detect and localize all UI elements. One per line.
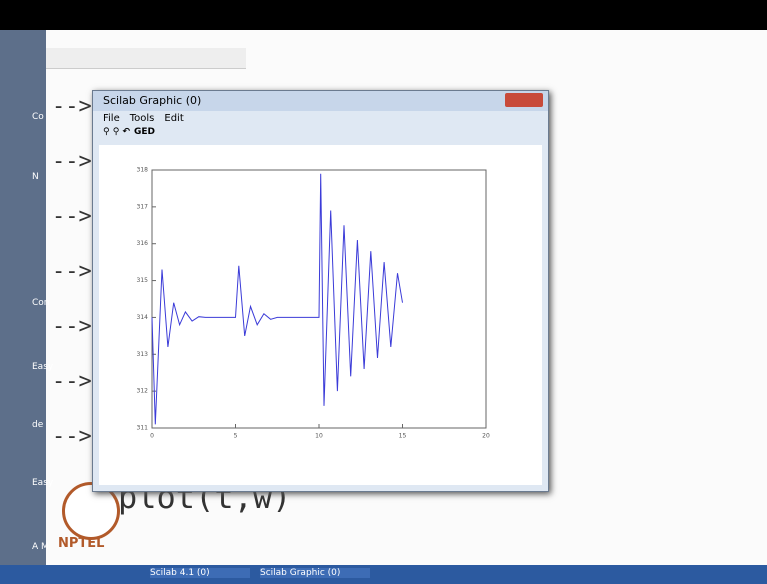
y-tick-label: 315 xyxy=(137,277,149,284)
data-line xyxy=(152,174,403,425)
plot: 311 312 313 314 315 316 317 318 0 5 10 15 20 xyxy=(0,0,767,584)
y-tick-label: 314 xyxy=(137,314,149,321)
y-tick-label: 316 xyxy=(137,240,149,247)
x-tick-label: 20 xyxy=(482,433,490,440)
y-tick-label: 317 xyxy=(137,203,149,210)
x-tick-label: 15 xyxy=(399,433,407,440)
x-tick-label: 0 xyxy=(150,433,154,440)
y-tick-label: 312 xyxy=(137,388,149,395)
y-tick-label: 311 xyxy=(137,425,149,432)
screen: CoNConEasydeEasyA M -->-->-->-->-->-->--… xyxy=(0,0,767,584)
taskbar: Scilab 4.1 (0) Scilab Graphic (0) xyxy=(0,565,767,584)
x-tick-label: 10 xyxy=(315,433,323,440)
x-tick-label: 5 xyxy=(234,433,238,440)
task-item[interactable]: Scilab Graphic (0) xyxy=(260,568,370,578)
y-tick-label: 313 xyxy=(137,351,149,358)
task-item[interactable]: Scilab 4.1 (0) xyxy=(150,568,250,578)
y-tick-label: 318 xyxy=(137,167,149,174)
